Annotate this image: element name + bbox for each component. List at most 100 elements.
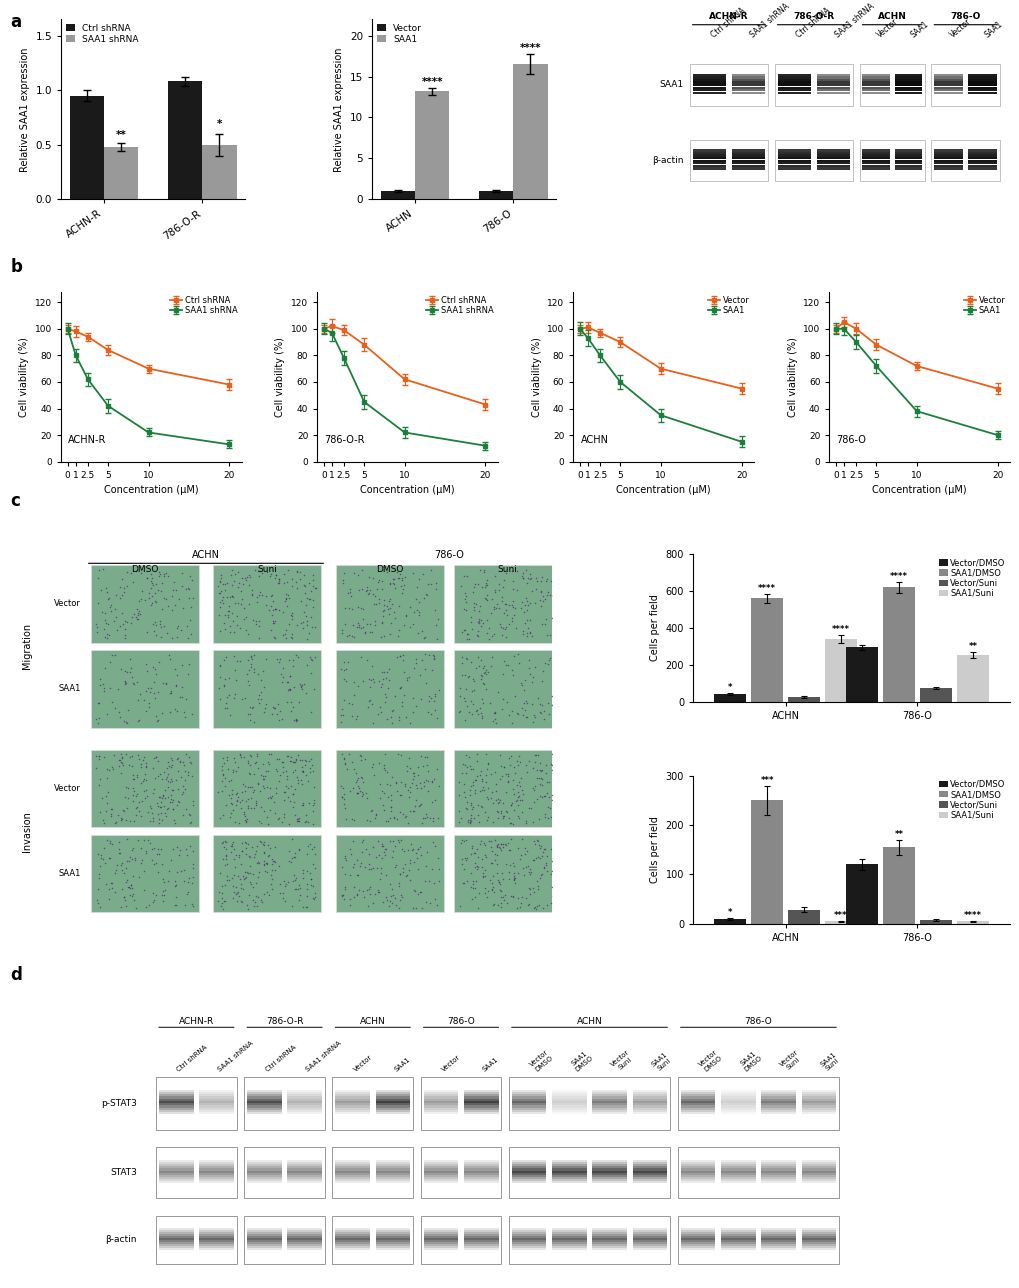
Bar bbox=[732, 165, 764, 167]
Point bbox=[478, 574, 494, 595]
Bar bbox=[933, 81, 962, 84]
Bar bbox=[720, 1110, 755, 1112]
Point bbox=[160, 770, 176, 791]
Point bbox=[240, 675, 257, 696]
Point bbox=[252, 582, 268, 603]
Point bbox=[100, 589, 116, 609]
Point bbox=[505, 800, 522, 820]
Bar bbox=[423, 1231, 458, 1234]
Point bbox=[484, 841, 500, 862]
Bar bbox=[720, 1105, 755, 1108]
Bar bbox=[801, 1114, 836, 1117]
Bar bbox=[159, 1092, 194, 1095]
Point bbox=[144, 586, 160, 607]
Point bbox=[298, 896, 314, 917]
Point bbox=[376, 842, 392, 863]
Point bbox=[348, 617, 365, 638]
Point bbox=[489, 835, 505, 855]
Bar bbox=[287, 1235, 322, 1238]
Point bbox=[286, 779, 303, 800]
Point bbox=[289, 773, 306, 793]
Point bbox=[152, 838, 168, 859]
Point bbox=[113, 878, 129, 899]
Point bbox=[284, 784, 301, 805]
Legend: Ctrl shRNA, SAA1 shRNA: Ctrl shRNA, SAA1 shRNA bbox=[425, 296, 493, 316]
Point bbox=[256, 676, 272, 697]
Point bbox=[517, 699, 533, 720]
Point bbox=[460, 747, 476, 768]
Point bbox=[102, 848, 118, 868]
Point bbox=[164, 799, 180, 819]
Point bbox=[384, 878, 400, 899]
Point bbox=[375, 891, 391, 912]
Point bbox=[305, 795, 321, 815]
Point bbox=[469, 699, 485, 720]
Point bbox=[540, 649, 556, 670]
Point bbox=[375, 590, 391, 611]
Bar bbox=[801, 1244, 836, 1245]
Bar bbox=[423, 1184, 458, 1185]
Point bbox=[339, 652, 356, 672]
Point bbox=[510, 795, 526, 815]
Text: **: ** bbox=[967, 641, 976, 650]
Point bbox=[345, 887, 362, 908]
Bar bbox=[933, 76, 962, 79]
Point bbox=[502, 795, 519, 815]
Point bbox=[336, 668, 353, 689]
Point bbox=[369, 880, 385, 900]
Point bbox=[158, 672, 174, 693]
Point bbox=[355, 829, 371, 850]
Point bbox=[256, 841, 272, 862]
Bar bbox=[933, 84, 962, 86]
Point bbox=[170, 791, 186, 811]
Point bbox=[522, 592, 538, 613]
Point bbox=[374, 605, 390, 626]
Point bbox=[491, 744, 507, 765]
Point bbox=[379, 774, 395, 795]
Bar bbox=[380, 191, 415, 200]
Point bbox=[405, 613, 421, 634]
Point bbox=[246, 846, 262, 867]
Point bbox=[101, 625, 117, 645]
Point bbox=[500, 869, 517, 890]
Point bbox=[465, 679, 481, 699]
Bar bbox=[720, 1177, 755, 1179]
Point bbox=[470, 882, 486, 903]
Point bbox=[240, 862, 257, 882]
Bar bbox=[861, 89, 889, 91]
Bar bbox=[773, 64, 852, 106]
Point bbox=[421, 645, 437, 666]
Point bbox=[490, 836, 506, 857]
Point bbox=[177, 689, 194, 710]
Point bbox=[294, 863, 311, 884]
Point bbox=[152, 792, 168, 813]
Bar bbox=[423, 1181, 458, 1184]
Point bbox=[528, 744, 544, 765]
Point bbox=[467, 769, 483, 790]
Point bbox=[396, 775, 413, 796]
Point bbox=[501, 855, 518, 876]
Point bbox=[91, 746, 107, 766]
Point bbox=[512, 893, 528, 913]
Point bbox=[463, 612, 479, 632]
Point bbox=[282, 666, 299, 687]
Point bbox=[418, 857, 434, 877]
Point bbox=[376, 599, 392, 620]
Point bbox=[488, 790, 504, 810]
Bar bbox=[760, 1114, 795, 1117]
Point bbox=[217, 697, 233, 717]
Point bbox=[137, 690, 153, 711]
Point bbox=[151, 844, 167, 864]
Point bbox=[531, 895, 547, 916]
Point bbox=[385, 573, 401, 594]
Point bbox=[406, 880, 422, 900]
Point bbox=[101, 889, 117, 909]
Point bbox=[264, 604, 280, 625]
Bar bbox=[375, 1103, 410, 1105]
Point bbox=[116, 674, 132, 694]
Point bbox=[525, 712, 541, 733]
Point bbox=[232, 797, 249, 818]
Point bbox=[164, 600, 180, 621]
Point bbox=[104, 645, 120, 666]
Bar bbox=[335, 750, 443, 827]
